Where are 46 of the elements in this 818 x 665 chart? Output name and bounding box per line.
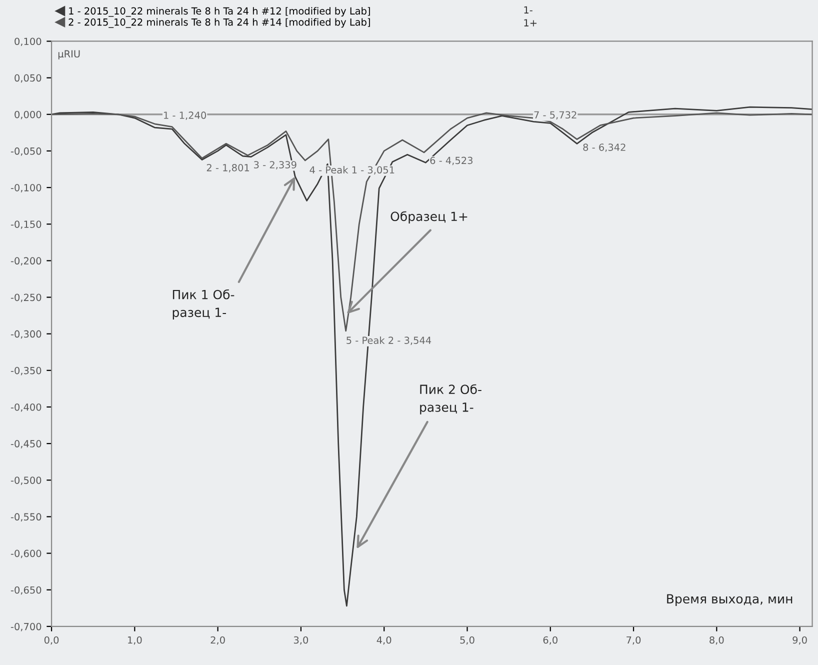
annotation: 8 - 6,342 xyxy=(583,144,626,152)
y-tick-label: -0,650 xyxy=(10,586,42,595)
y-tick-label: -0,200 xyxy=(10,257,42,266)
line-series xyxy=(52,106,812,607)
x-tick-label: 4,0 xyxy=(376,636,392,645)
x-tick-label: 2,0 xyxy=(210,636,225,645)
legend-label: 2 - 2015_10_22 minerals Te 8 h Ta 24 h #14 [modified by Lab] xyxy=(68,18,370,28)
y-tick-label: -0,300 xyxy=(10,330,42,339)
y-tick-label: -0,700 xyxy=(10,622,42,632)
line-series xyxy=(52,112,812,332)
text: 1+ xyxy=(524,19,536,26)
legend-label: 1 - 2015_10_22 minerals Te 8 h Ta 24 h #12 [modified by Lab] xyxy=(69,7,370,17)
x-tick-label: 8,0 xyxy=(710,636,724,645)
annotation: 4 - Peak 1 - 3,051 xyxy=(310,166,394,175)
y-tick-label: 0,100 xyxy=(14,38,42,46)
annotation: 7 - 5,732 xyxy=(534,111,576,120)
y-tick-label: -0,050 xyxy=(10,147,42,156)
y-tick-label: -0,600 xyxy=(10,550,42,558)
annotation: Пик 2 Об- разец 1- xyxy=(420,384,482,414)
x-tick-label: 9,0 xyxy=(792,636,807,645)
x-tick-label: 1,0 xyxy=(128,636,142,645)
annotation: 1 - 1,240 xyxy=(164,112,206,120)
y-tick-label: -0,450 xyxy=(10,440,42,448)
text: 1- xyxy=(524,6,532,14)
x-tick-label: 7,0 xyxy=(626,636,641,645)
y-axis-title: μRIU xyxy=(58,50,80,60)
y-tick-label: -0,100 xyxy=(10,184,42,192)
annotation: 2 - 1,801 xyxy=(206,164,249,172)
x-tick-label: 6,0 xyxy=(543,636,558,645)
x-tick-label: 3,0 xyxy=(294,636,308,645)
x-tick-label: 5,0 xyxy=(460,636,474,645)
y-tick-label: -0,150 xyxy=(10,220,42,229)
annotation: 3 - 2,339 xyxy=(254,161,296,170)
annotation: 5 - Peak 2 - 3,544 xyxy=(346,336,432,345)
x-axis-title: Время выхода, мин xyxy=(667,594,792,606)
y-tick-label: 0,050 xyxy=(14,74,42,83)
x-tick-label: 0,0 xyxy=(44,636,59,645)
annotation: Пик 1 Об- разец 1- xyxy=(172,289,234,320)
y-tick-label: -0,500 xyxy=(10,476,42,485)
y-tick-label: -0,350 xyxy=(10,366,42,376)
y-tick-label: -0,550 xyxy=(10,513,42,522)
annotation: 6 - 4,523 xyxy=(430,156,472,166)
annotation: Образец 1+ xyxy=(390,211,468,224)
y-tick-label: 0,000 xyxy=(14,110,42,120)
y-tick-label: -0,400 xyxy=(10,403,42,412)
y-tick-label: -0,250 xyxy=(10,294,42,302)
